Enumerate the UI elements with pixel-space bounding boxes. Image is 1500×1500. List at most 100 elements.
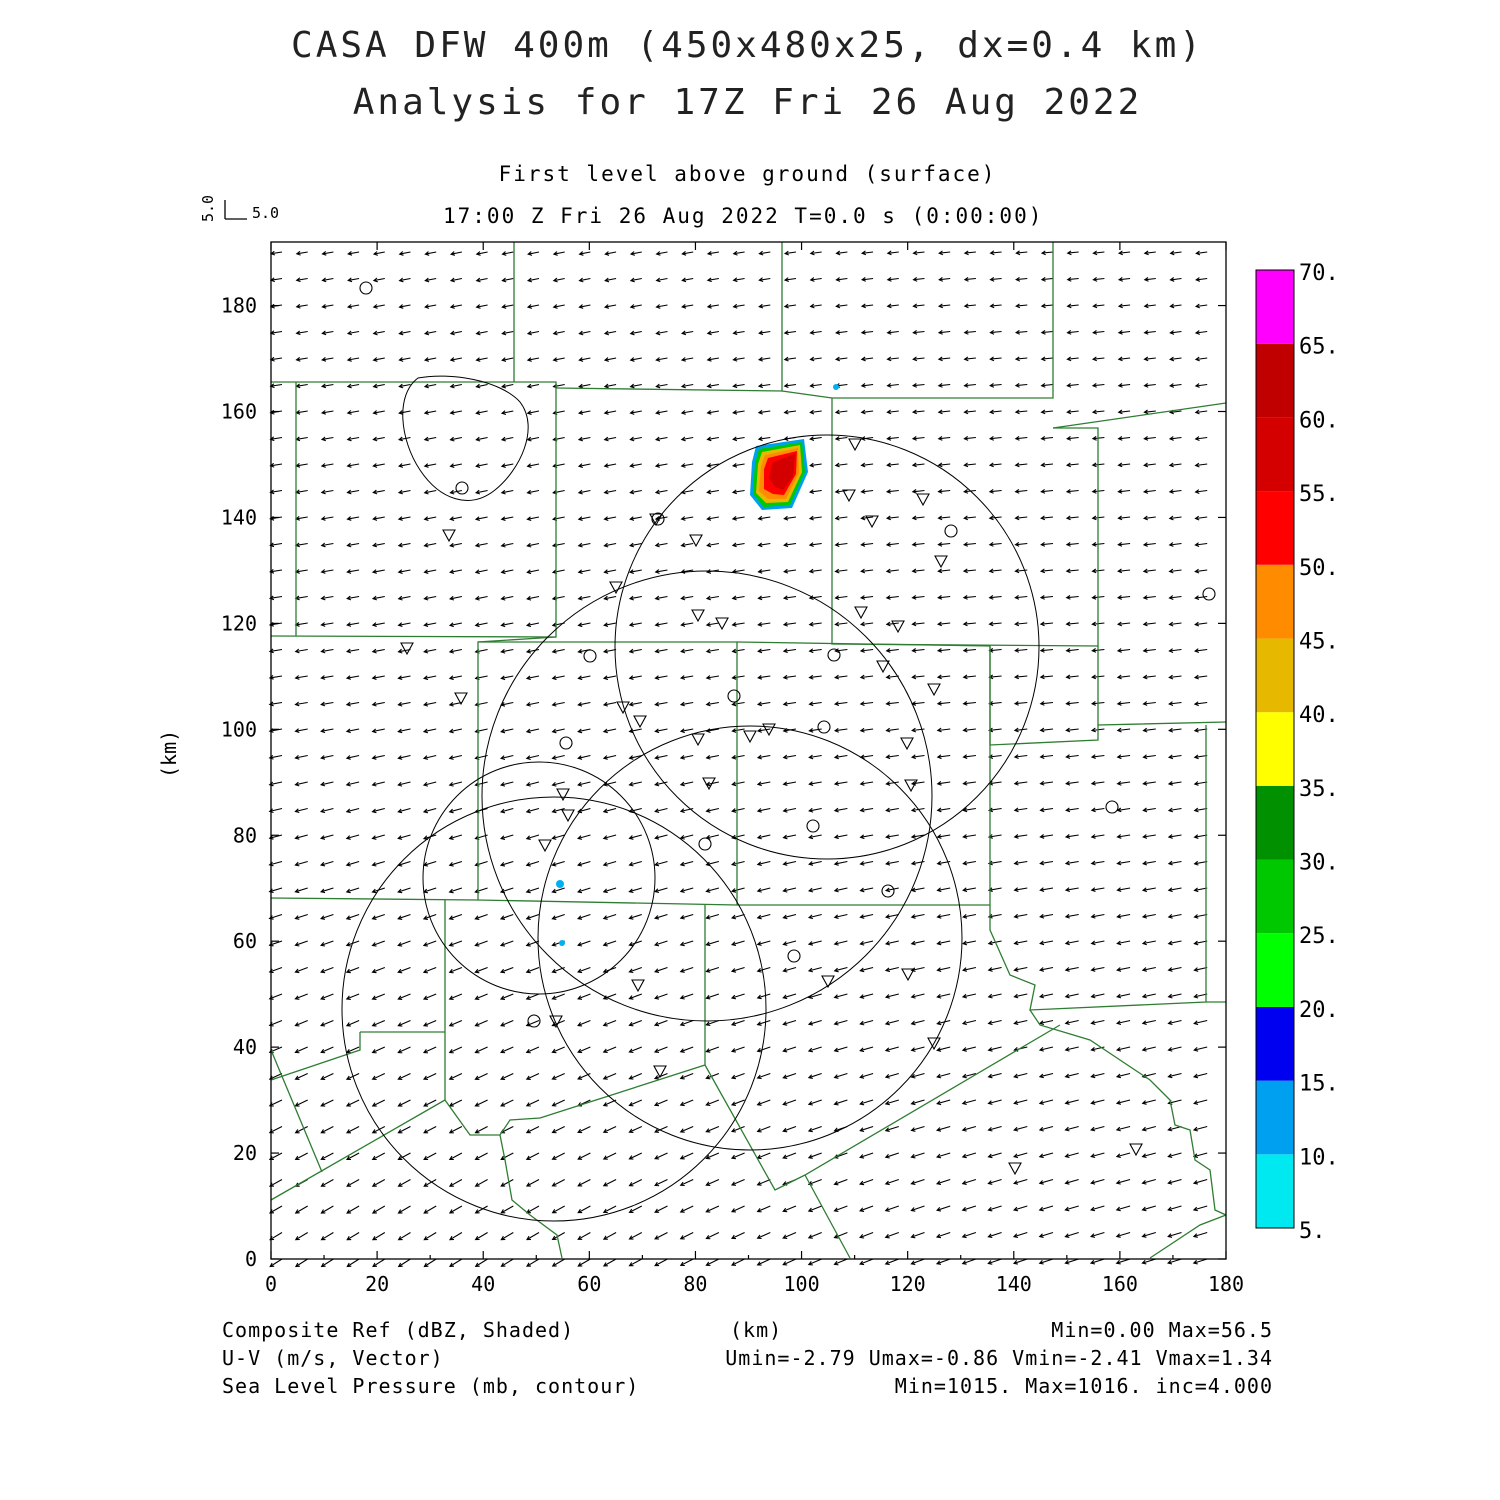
wind-vector <box>654 542 668 548</box>
wind-vector <box>474 1179 488 1187</box>
wind-vector <box>989 303 1002 309</box>
wind-vector <box>346 569 360 574</box>
wind-vector <box>525 754 540 761</box>
wind-vector <box>1193 966 1208 972</box>
wind-vector <box>808 781 822 787</box>
wind-vector <box>1115 1178 1131 1185</box>
wind-vector <box>1091 382 1105 388</box>
wind-vector <box>578 251 591 256</box>
wind-vector <box>1064 1072 1079 1079</box>
wind-vector <box>603 542 617 548</box>
wind-vector <box>294 515 308 521</box>
station-triangle-icon <box>653 1065 667 1079</box>
wind-vector <box>602 728 617 734</box>
wind-vector <box>398 383 411 389</box>
wind-vector <box>859 1152 874 1159</box>
wind-vector <box>987 1019 1002 1026</box>
wind-vector <box>962 913 977 919</box>
wind-vector <box>449 436 463 442</box>
wind-vector <box>448 1073 463 1081</box>
colorbar-swatch <box>1256 417 1294 492</box>
wind-vector <box>551 1258 565 1267</box>
wind-vector <box>937 356 951 362</box>
wind-vector <box>936 807 951 813</box>
wind-vector <box>525 1152 540 1160</box>
wind-vector <box>910 1152 925 1159</box>
wind-vector <box>1142 860 1156 866</box>
wind-vector <box>756 993 771 1000</box>
wind-vector <box>910 1205 925 1212</box>
wind-vector <box>475 383 488 389</box>
wind-vector <box>500 1152 514 1160</box>
wind-vector <box>936 1152 951 1159</box>
station-triangle-icon <box>916 493 930 507</box>
wind-vector <box>319 887 334 894</box>
wind-vector <box>475 463 488 469</box>
wind-vector <box>1089 1258 1105 1265</box>
wind-vector <box>577 595 591 601</box>
wind-vector <box>320 993 334 1000</box>
wind-vector <box>1142 674 1156 680</box>
colorbar-label: 65. <box>1299 335 1339 360</box>
wind-vector <box>1040 303 1054 309</box>
wind-vector <box>782 940 797 946</box>
wind-vector <box>1040 488 1054 494</box>
wind-vector <box>294 993 308 1000</box>
wind-vector <box>629 251 642 256</box>
wind-vector <box>319 781 334 787</box>
colorbar-swatch <box>1256 1006 1294 1081</box>
wind-vector <box>961 1099 977 1106</box>
wind-vector <box>602 648 617 654</box>
wind-vector <box>1091 356 1105 362</box>
wind-vector <box>448 1205 463 1214</box>
wind-vector <box>628 781 642 787</box>
wind-vector <box>1014 568 1028 574</box>
wind-vector <box>346 1179 360 1187</box>
wind-vector <box>500 622 514 628</box>
wind-vector <box>474 1152 488 1161</box>
wind-vector <box>989 276 1002 282</box>
wind-vector <box>1115 1258 1131 1265</box>
wind-vector <box>705 754 720 760</box>
wind-vector <box>1141 887 1156 893</box>
wind-vector <box>1090 754 1105 760</box>
x-tick-label: 80 <box>683 1272 707 1296</box>
wind-vector <box>371 1126 386 1134</box>
wind-vector <box>961 1258 977 1265</box>
wind-vector <box>372 383 385 389</box>
wind-vector <box>1092 250 1105 256</box>
x-tick-label: 60 <box>577 1272 601 1296</box>
wind-vector <box>1195 277 1208 282</box>
wind-vector <box>294 1073 308 1080</box>
wind-vector <box>603 516 617 522</box>
wind-vector <box>1066 276 1079 282</box>
wind-vector <box>987 860 1002 866</box>
wind-vector <box>782 595 797 601</box>
wind-vector <box>294 675 308 680</box>
wind-vector <box>577 1258 591 1267</box>
wind-vector <box>551 516 565 522</box>
wind-vector <box>782 1072 797 1080</box>
wind-vector <box>730 1178 745 1186</box>
wind-vector <box>886 330 899 335</box>
colorbar-label: 45. <box>1299 629 1339 654</box>
wind-vector <box>1066 382 1079 388</box>
reflectivity-specks <box>556 384 839 946</box>
station-triangle-icon <box>549 1015 563 1029</box>
wind-vector <box>1167 940 1182 946</box>
wind-vector <box>987 1125 1002 1132</box>
wind-vector <box>1142 754 1156 760</box>
wind-vector <box>756 701 771 707</box>
wind-vector <box>371 966 385 974</box>
wind-vector <box>372 463 385 468</box>
wind-vector <box>371 1179 386 1187</box>
wind-vector <box>859 1099 874 1106</box>
station-triangle-icon <box>854 606 868 620</box>
wind-vector <box>988 435 1002 441</box>
wind-vector <box>1014 356 1028 362</box>
wind-vector <box>501 277 514 283</box>
wind-vector <box>1116 595 1131 600</box>
wind-vector <box>705 913 720 920</box>
wind-vector <box>936 887 951 893</box>
wind-vector <box>629 436 642 442</box>
